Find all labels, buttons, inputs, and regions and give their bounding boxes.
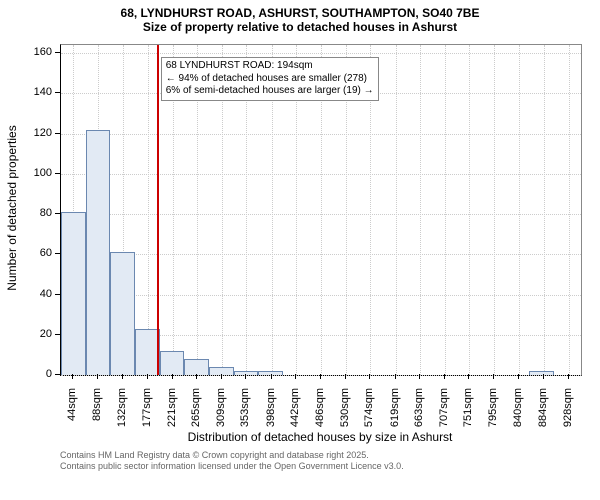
annotation-line: ← 94% of detached houses are smaller (27… bbox=[166, 73, 374, 86]
histogram-bar bbox=[529, 371, 554, 375]
xtick-mark bbox=[543, 374, 544, 379]
xtick-label: 265sqm bbox=[190, 388, 202, 448]
xtick-label: 619sqm bbox=[389, 388, 401, 448]
gridline-vertical bbox=[569, 45, 570, 375]
xtick-mark bbox=[72, 374, 73, 379]
gridline-vertical bbox=[519, 45, 520, 375]
ytick-mark bbox=[55, 173, 60, 174]
annotation-box: 68 LYNDHURST ROAD: 194sqm← 94% of detach… bbox=[161, 57, 379, 101]
ytick-mark bbox=[55, 294, 60, 295]
xtick-label: 707sqm bbox=[438, 388, 450, 448]
y-axis-label: Number of detached properties bbox=[5, 108, 19, 308]
gridline-vertical bbox=[420, 45, 421, 375]
gridline-vertical bbox=[469, 45, 470, 375]
ytick-mark bbox=[55, 92, 60, 93]
xtick-label: 221sqm bbox=[166, 388, 178, 448]
xtick-mark bbox=[444, 374, 445, 379]
ytick-mark bbox=[55, 213, 60, 214]
xtick-mark bbox=[97, 374, 98, 379]
xtick-mark bbox=[147, 374, 148, 379]
xtick-label: 132sqm bbox=[116, 388, 128, 448]
xtick-label: 751sqm bbox=[462, 388, 474, 448]
xtick-label: 795sqm bbox=[487, 388, 499, 448]
xtick-label: 884sqm bbox=[537, 388, 549, 448]
footer-line-2: Contains public sector information licen… bbox=[60, 461, 404, 472]
xtick-mark bbox=[271, 374, 272, 379]
xtick-mark bbox=[345, 374, 346, 379]
title-line-1: 68, LYNDHURST ROAD, ASHURST, SOUTHAMPTON… bbox=[0, 6, 600, 20]
gridline-vertical bbox=[445, 45, 446, 375]
xtick-label: 44sqm bbox=[66, 388, 78, 448]
ytick-label: 140 bbox=[22, 86, 52, 98]
xtick-label: 486sqm bbox=[314, 388, 326, 448]
chart-title: 68, LYNDHURST ROAD, ASHURST, SOUTHAMPTON… bbox=[0, 0, 600, 35]
gridline-vertical bbox=[544, 45, 545, 375]
xtick-label: 442sqm bbox=[289, 388, 301, 448]
footer-line-1: Contains HM Land Registry data © Crown c… bbox=[60, 450, 404, 461]
xtick-label: 309sqm bbox=[215, 388, 227, 448]
annotation-line: 68 LYNDHURST ROAD: 194sqm bbox=[166, 60, 374, 73]
xtick-label: 663sqm bbox=[413, 388, 425, 448]
xtick-mark bbox=[245, 374, 246, 379]
ytick-mark bbox=[55, 334, 60, 335]
xtick-label: 353sqm bbox=[239, 388, 251, 448]
histogram-bar bbox=[184, 359, 209, 375]
gridline-horizontal bbox=[61, 375, 581, 376]
xtick-label: 88sqm bbox=[91, 388, 103, 448]
gridline-vertical bbox=[494, 45, 495, 375]
ytick-label: 60 bbox=[22, 247, 52, 259]
xtick-mark bbox=[196, 374, 197, 379]
xtick-mark bbox=[369, 374, 370, 379]
xtick-label: 840sqm bbox=[512, 388, 524, 448]
histogram-bar bbox=[160, 351, 185, 375]
ytick-mark bbox=[55, 133, 60, 134]
title-line-2: Size of property relative to detached ho… bbox=[0, 20, 600, 34]
footer-attribution: Contains HM Land Registry data © Crown c… bbox=[60, 450, 404, 472]
xtick-label: 398sqm bbox=[265, 388, 277, 448]
reference-line bbox=[157, 45, 159, 375]
ytick-mark bbox=[55, 374, 60, 375]
ytick-label: 120 bbox=[22, 127, 52, 139]
xtick-mark bbox=[518, 374, 519, 379]
plot-area: 68 LYNDHURST ROAD: 194sqm← 94% of detach… bbox=[60, 44, 582, 376]
xtick-label: 177sqm bbox=[141, 388, 153, 448]
xtick-mark bbox=[419, 374, 420, 379]
annotation-line: 6% of semi-detached houses are larger (1… bbox=[166, 85, 374, 98]
xtick-mark bbox=[395, 374, 396, 379]
chart-container: 68, LYNDHURST ROAD, ASHURST, SOUTHAMPTON… bbox=[0, 0, 600, 500]
ytick-mark bbox=[55, 52, 60, 53]
histogram-bar bbox=[135, 329, 160, 375]
histogram-bar bbox=[86, 130, 111, 375]
xtick-label: 928sqm bbox=[562, 388, 574, 448]
ytick-label: 0 bbox=[22, 368, 52, 380]
ytick-label: 20 bbox=[22, 328, 52, 340]
ytick-mark bbox=[55, 253, 60, 254]
ytick-label: 80 bbox=[22, 207, 52, 219]
xtick-mark bbox=[172, 374, 173, 379]
xtick-mark bbox=[122, 374, 123, 379]
xtick-mark bbox=[568, 374, 569, 379]
xtick-mark bbox=[295, 374, 296, 379]
xtick-mark bbox=[320, 374, 321, 379]
xtick-label: 574sqm bbox=[363, 388, 375, 448]
xtick-mark bbox=[221, 374, 222, 379]
ytick-label: 160 bbox=[22, 46, 52, 58]
gridline-vertical bbox=[396, 45, 397, 375]
gridline-vertical bbox=[148, 45, 149, 375]
histogram-bar bbox=[110, 252, 135, 375]
xtick-mark bbox=[468, 374, 469, 379]
xtick-mark bbox=[493, 374, 494, 379]
ytick-label: 40 bbox=[22, 288, 52, 300]
histogram-bar bbox=[61, 212, 86, 375]
xtick-label: 530sqm bbox=[339, 388, 351, 448]
ytick-label: 100 bbox=[22, 167, 52, 179]
